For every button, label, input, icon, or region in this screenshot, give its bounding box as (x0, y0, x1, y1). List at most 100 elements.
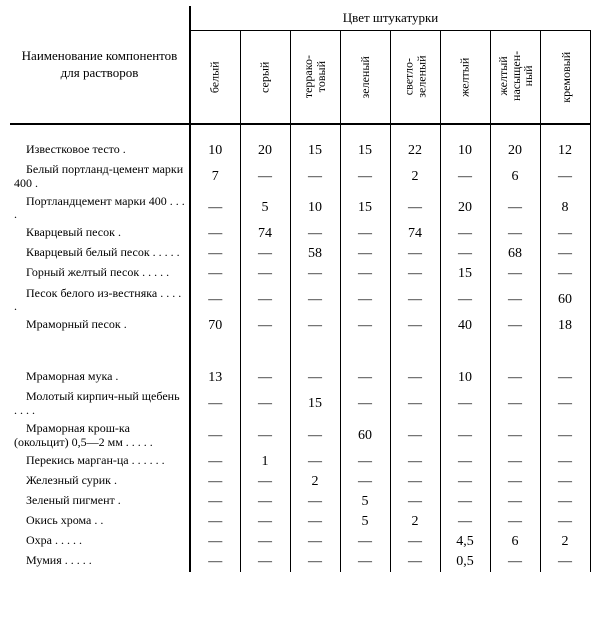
value-cell: 15 (340, 141, 390, 161)
value-cell: 5 (340, 512, 390, 532)
value-cell: 10 (440, 368, 490, 388)
column-header: серый (240, 31, 290, 125)
value-cell: — (490, 472, 540, 492)
value-cell: 15 (290, 141, 340, 161)
value-cell: — (540, 388, 590, 420)
value-cell: — (290, 224, 340, 244)
value-cell: — (340, 388, 390, 420)
value-cell: — (390, 244, 440, 264)
value-cell: — (390, 193, 440, 225)
value-cell: 15 (340, 193, 390, 225)
value-cell: — (490, 512, 540, 532)
value-cell: — (540, 244, 590, 264)
value-cell: — (540, 264, 590, 284)
value-cell: 68 (490, 244, 540, 264)
component-name: Молотый кирпич-ный щебень . . . . (10, 388, 190, 420)
component-name: Охра . . . . . (10, 532, 190, 552)
value-cell: — (190, 552, 240, 572)
value-cell: — (540, 552, 590, 572)
value-cell: — (490, 420, 540, 452)
value-cell: 15 (440, 264, 490, 284)
value-cell: — (240, 492, 290, 512)
value-cell: — (540, 161, 590, 193)
value-cell: — (290, 452, 340, 472)
column-header: белый (190, 31, 240, 125)
value-cell: — (490, 264, 540, 284)
value-cell: — (190, 193, 240, 225)
value-cell: 70 (190, 316, 240, 336)
value-cell: — (240, 244, 290, 264)
component-name: Окись хрома . . (10, 512, 190, 532)
component-name: Песок белого из-вестняка . . . . . (10, 285, 190, 317)
value-cell: — (390, 316, 440, 336)
value-cell: — (540, 512, 590, 532)
plaster-components-table: Наименование компонентов для растворов Ц… (10, 6, 591, 572)
value-cell: 10 (290, 193, 340, 225)
value-cell: — (490, 285, 540, 317)
value-cell: — (490, 368, 540, 388)
value-cell: — (390, 388, 440, 420)
component-name: Белый портланд-цемент марки 400 . (10, 161, 190, 193)
value-cell: 60 (540, 285, 590, 317)
table-body: Известковое тесто .1020151522102012Белый… (10, 124, 590, 572)
value-cell: — (240, 472, 290, 492)
value-cell: — (390, 264, 440, 284)
value-cell: — (340, 285, 390, 317)
value-cell: 40 (440, 316, 490, 336)
value-cell: — (440, 224, 490, 244)
value-cell: — (390, 552, 440, 572)
value-cell: — (340, 264, 390, 284)
value-cell: 15 (290, 388, 340, 420)
value-cell: — (340, 244, 390, 264)
value-cell: 2 (540, 532, 590, 552)
value-cell: — (390, 452, 440, 472)
value-cell: 74 (240, 224, 290, 244)
value-cell: 6 (490, 161, 540, 193)
value-cell: 5 (340, 492, 390, 512)
value-cell: — (340, 161, 390, 193)
component-name: Кварцевый белый песок . . . . . (10, 244, 190, 264)
value-cell: — (240, 316, 290, 336)
column-header: светло-зеленый (390, 31, 440, 125)
value-cell: — (290, 420, 340, 452)
value-cell: — (290, 532, 340, 552)
value-cell: — (190, 492, 240, 512)
value-cell: — (490, 452, 540, 472)
component-name: Железный сурик . (10, 472, 190, 492)
value-cell: — (340, 472, 390, 492)
value-cell: — (440, 492, 490, 512)
value-cell: 2 (390, 512, 440, 532)
value-cell: — (240, 552, 290, 572)
value-cell: — (190, 512, 240, 532)
value-cell: — (490, 388, 540, 420)
value-cell: — (290, 316, 340, 336)
column-header: желтый (440, 31, 490, 125)
value-cell: — (540, 224, 590, 244)
value-cell: — (290, 492, 340, 512)
column-header: террако-товый (290, 31, 340, 125)
value-cell: — (390, 420, 440, 452)
value-cell: — (240, 368, 290, 388)
component-name: Зеленый пигмент . (10, 492, 190, 512)
value-cell: — (290, 264, 340, 284)
column-super-title: Цвет штукатурки (190, 6, 590, 31)
value-cell: — (240, 532, 290, 552)
value-cell: — (190, 388, 240, 420)
value-cell: — (390, 368, 440, 388)
column-header: желтыйнасыщен-ный (490, 31, 540, 125)
value-cell: 20 (440, 193, 490, 225)
value-cell: 1 (240, 452, 290, 472)
value-cell: 2 (390, 161, 440, 193)
value-cell: — (290, 368, 340, 388)
value-cell: — (190, 224, 240, 244)
value-cell: — (190, 532, 240, 552)
value-cell: — (540, 368, 590, 388)
value-cell: 20 (490, 141, 540, 161)
value-cell: 10 (440, 141, 490, 161)
component-name: Известковое тесто . (10, 141, 190, 161)
value-cell: 13 (190, 368, 240, 388)
value-cell: 18 (540, 316, 590, 336)
value-cell: — (290, 552, 340, 572)
value-cell: 2 (290, 472, 340, 492)
value-cell: 60 (340, 420, 390, 452)
